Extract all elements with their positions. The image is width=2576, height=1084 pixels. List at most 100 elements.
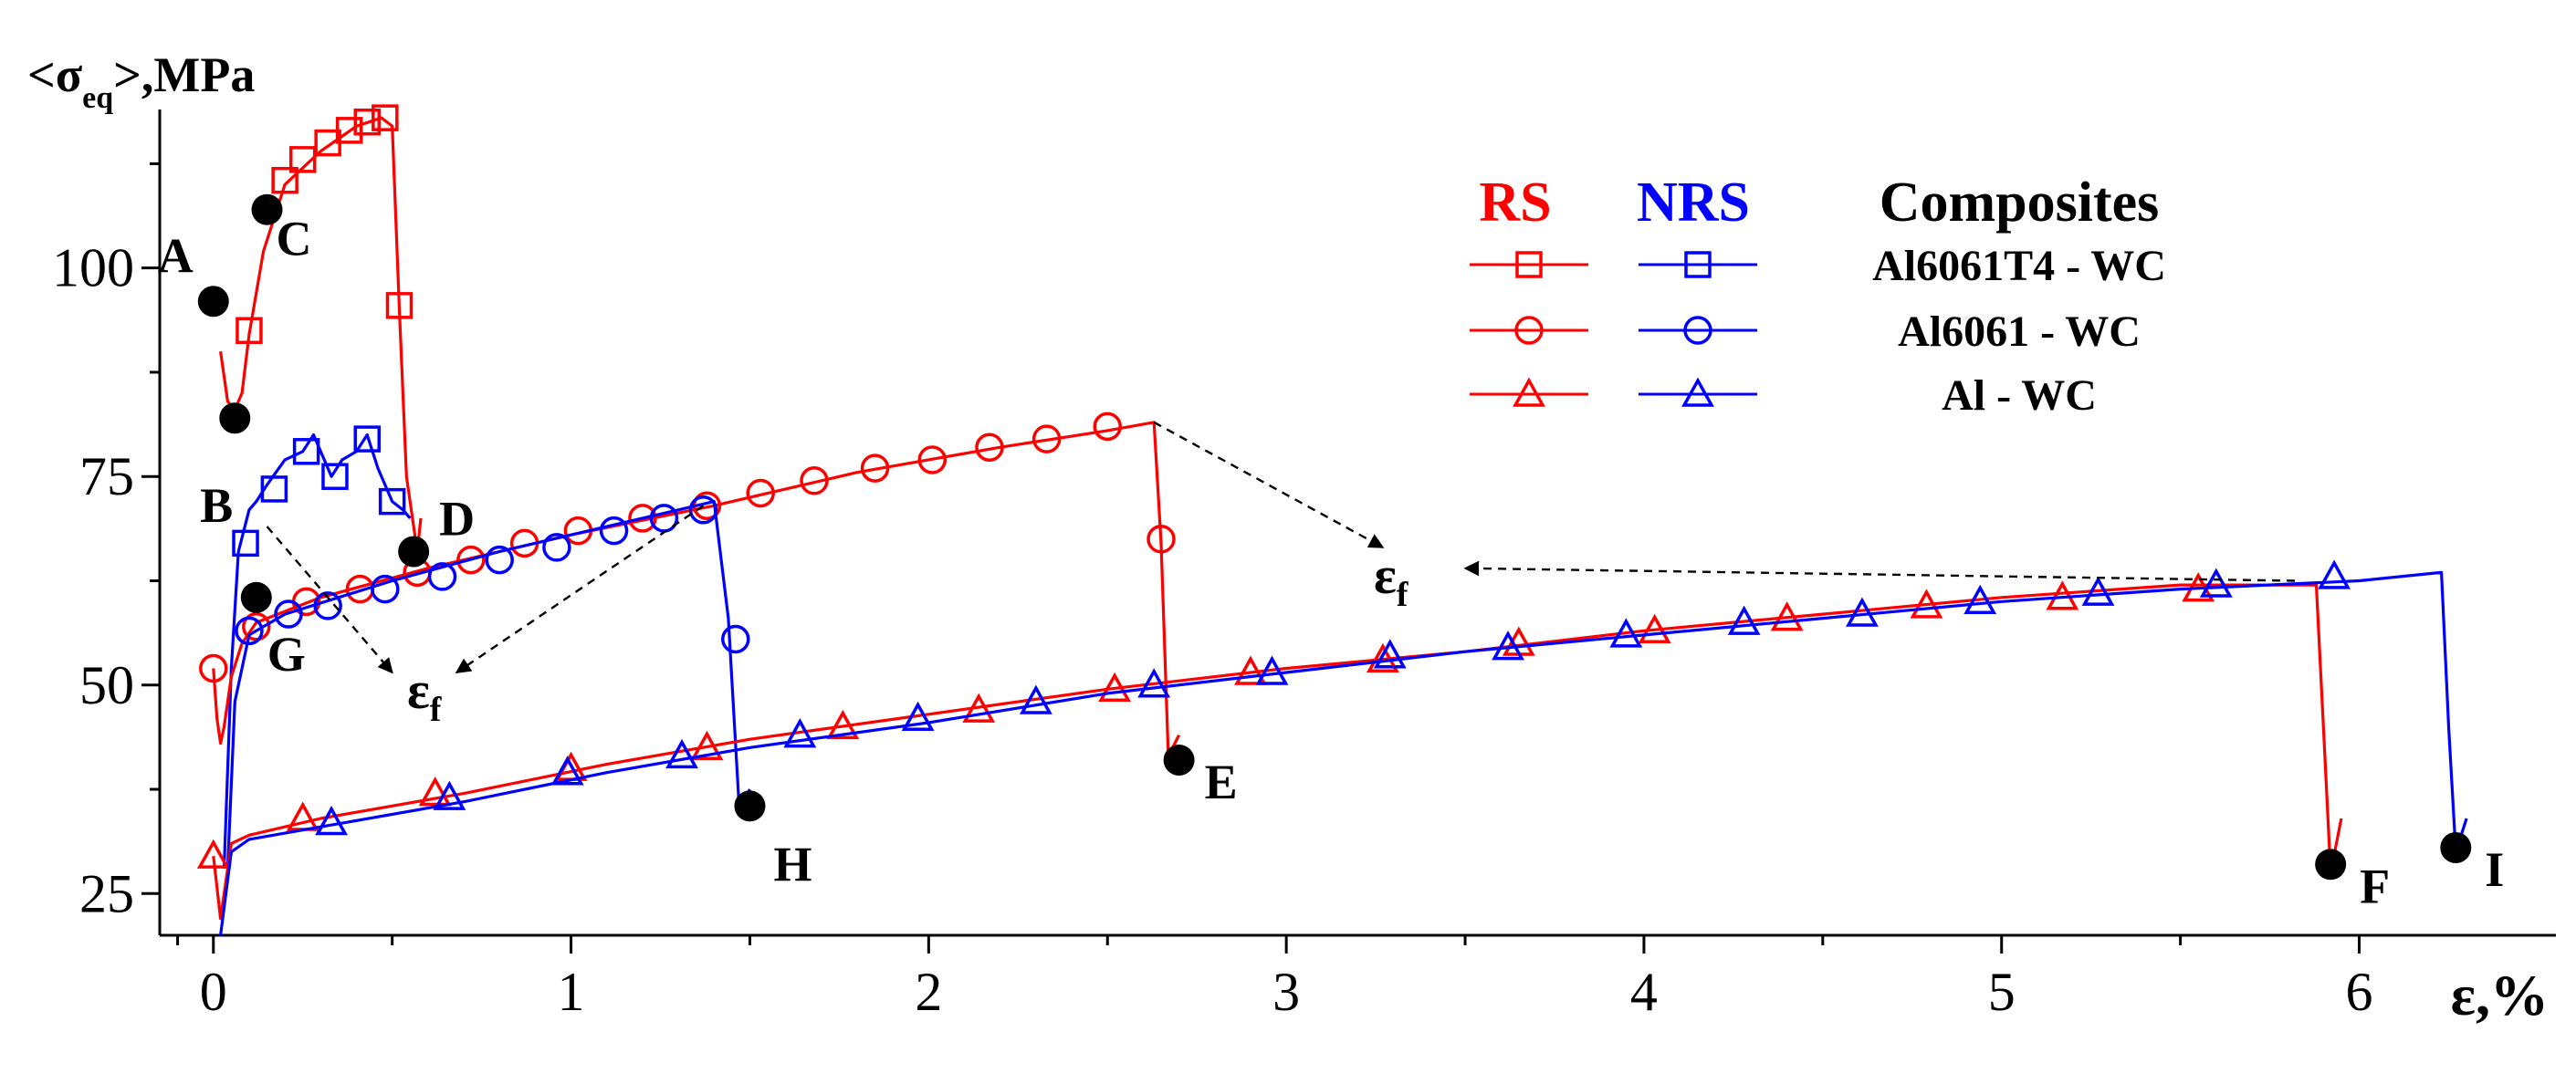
axes-layer: 0 1 2 3 4 5 6 25 50 75 100 <σeq>,MPa ε,% — [27, 47, 2556, 1027]
legend: RS NRS Composites Al6061T4 - WC Al6061 - WC A… — [1470, 172, 2166, 420]
series-line — [212, 583, 2343, 921]
square-marker — [321, 463, 349, 490]
series-al6061-wc-nrs — [225, 495, 751, 869]
series-al-wc-nrs — [219, 559, 2468, 936]
y-axis-label: <σeq>,MPa — [27, 47, 255, 115]
triangle-marker — [1367, 642, 1399, 673]
point-h — [734, 790, 766, 822]
y-tick-label: 75 — [79, 446, 134, 506]
annotation-layer: εf εf — [266, 421, 2296, 729]
circle-marker — [456, 545, 486, 575]
series-al6061t4-wc-nrs — [222, 425, 412, 869]
triangle-marker — [1019, 684, 1052, 714]
x-tick-label: 3 — [1272, 962, 1300, 1022]
series-line — [219, 116, 423, 554]
x-tick-label: 6 — [2346, 962, 2373, 1022]
circle-marker — [1683, 316, 1712, 345]
x-tick-label: 0 — [200, 962, 227, 1022]
point-label-i: I — [2485, 842, 2504, 897]
legend-nrs-header: NRS — [1637, 172, 1750, 234]
triangle-marker — [1963, 584, 1997, 615]
triangle-marker — [1492, 631, 1524, 661]
triangle-marker — [2199, 568, 2233, 598]
triangle-marker — [962, 693, 996, 723]
triangle-marker — [1846, 597, 1879, 627]
triangle-marker — [1137, 668, 1171, 698]
triangle-marker — [783, 718, 817, 748]
circle-marker — [1093, 412, 1122, 442]
triangle-marker — [901, 701, 935, 732]
point-f — [2315, 849, 2347, 881]
triangle-marker — [1609, 618, 1643, 648]
circle-marker — [1147, 525, 1176, 554]
series-layer — [196, 104, 2468, 936]
triangle-marker — [826, 709, 860, 740]
point-label-a: A — [158, 228, 194, 283]
x-tick-label: 2 — [915, 962, 942, 1022]
legend-label: Al6061T4 - WC — [1872, 242, 2166, 290]
point-label-b: B — [200, 478, 233, 533]
triangle-marker — [690, 730, 724, 761]
point-label-e: E — [1205, 755, 1238, 809]
x-tick-label: 1 — [558, 962, 585, 1022]
circle-marker — [427, 562, 457, 591]
labelled-points-layer: A B C D G H E F I — [158, 193, 2504, 913]
circle-marker — [917, 445, 948, 474]
square-marker — [292, 438, 320, 465]
circle-marker — [860, 453, 890, 483]
circle-marker — [199, 653, 228, 683]
legend-row: Al6061 - WC — [1470, 307, 2141, 356]
point-a — [197, 286, 229, 318]
square-marker — [378, 487, 406, 516]
point-label-d: D — [439, 491, 475, 546]
triangle-marker — [1234, 655, 1267, 685]
triangle-marker — [1910, 589, 1943, 619]
triangle-marker — [315, 806, 348, 836]
circle-marker — [485, 545, 514, 575]
epsilon-f-label: εf — [407, 661, 443, 729]
circle-marker — [628, 504, 657, 533]
epsilon-f-arrow — [1153, 421, 1385, 548]
square-marker — [335, 117, 363, 144]
triangle-marker — [550, 756, 584, 786]
circle-marker — [1514, 316, 1544, 345]
square-marker — [260, 475, 288, 503]
square-marker — [353, 108, 381, 136]
point-label-g: G — [267, 627, 306, 682]
point-b — [219, 402, 251, 434]
square-marker — [1684, 251, 1712, 278]
triangle-marker — [418, 777, 452, 807]
triangle-marker — [1727, 605, 1761, 635]
series-line — [222, 433, 412, 869]
point-label-h: H — [773, 837, 812, 891]
triangle-marker — [1638, 613, 1671, 644]
point-label-c: C — [277, 212, 312, 266]
triangle-marker — [2318, 559, 2351, 589]
triangle-marker — [1255, 655, 1289, 685]
point-e — [1163, 745, 1195, 777]
point-label-f: F — [2360, 859, 2390, 913]
square-marker — [271, 166, 298, 194]
legend-rs-header: RS — [1479, 172, 1551, 234]
epsilon-f-arrow — [455, 505, 705, 674]
circle-marker — [371, 574, 400, 604]
epsilon-f-arrow — [1463, 560, 2296, 582]
x-axis-label: ε,% — [2451, 963, 2549, 1027]
circle-marker — [746, 478, 775, 508]
triangle-marker — [1373, 639, 1407, 669]
x-tick-label: 5 — [1988, 962, 2016, 1022]
epsilon-f-arrow — [266, 526, 393, 674]
point-d — [398, 536, 430, 568]
legend-composites-header: Composites — [1880, 172, 2160, 234]
circle-marker — [800, 466, 829, 495]
circle-marker — [1031, 424, 1062, 453]
circle-marker — [235, 616, 264, 646]
y-tick-label: 50 — [79, 655, 134, 715]
point-i — [2440, 832, 2472, 864]
point-c — [251, 193, 283, 225]
circle-marker — [688, 495, 718, 525]
y-tick-label: 25 — [79, 863, 134, 923]
square-marker — [372, 104, 399, 131]
triangle-marker — [1681, 377, 1714, 407]
